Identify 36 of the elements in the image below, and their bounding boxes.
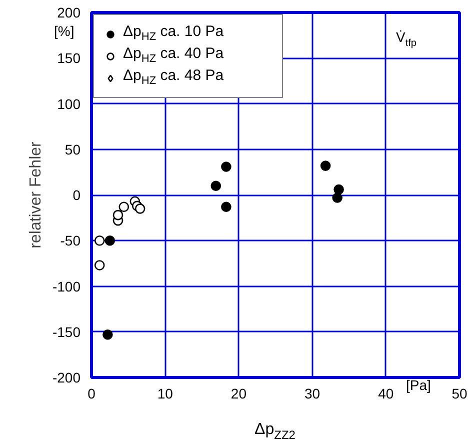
x-tick-label: 50 (452, 386, 468, 402)
y-tick-label: 0 (72, 187, 81, 203)
point (102, 329, 113, 340)
point (210, 180, 222, 192)
y-tick-label: -200 (52, 370, 81, 386)
x-tick-label: 20 (230, 386, 247, 402)
x-tick-label: 30 (304, 386, 320, 402)
annotation: [Pa] (406, 377, 431, 393)
x-tick-label: 0 (88, 386, 96, 402)
point (221, 162, 232, 172)
x-tick-label: 40 (378, 386, 394, 402)
y-tick-label: 150 (57, 50, 81, 66)
y-tick-label: -150 (52, 324, 81, 340)
point (320, 160, 331, 171)
x-tick-label: 10 (157, 386, 174, 402)
point (134, 204, 146, 214)
point (94, 235, 105, 246)
x-axis-title: Δp$_{ZZ2}$ (254, 421, 296, 442)
point (334, 184, 344, 195)
annotation: V̇$_{tfp}$ (396, 29, 416, 49)
point (94, 260, 105, 270)
point (118, 202, 130, 212)
point (221, 202, 232, 212)
y-axis-title: relativer Fehler (27, 140, 44, 248)
point (104, 235, 116, 246)
y-tick-label: -100 (52, 278, 81, 294)
legend-label: Δp$_{HZ}$ ca. 10 Pa (123, 23, 224, 43)
text: [%] (54, 23, 74, 39)
point (112, 210, 124, 220)
point (332, 192, 342, 203)
legend-label: Δp$_{HZ}$ ca. 48 Pa (123, 67, 224, 87)
y-tick-label: 200 (57, 4, 81, 20)
y-tick-label: 100 (57, 96, 81, 112)
y-tick-label: 50 (64, 141, 81, 158)
y-tick-label: -50 (60, 232, 81, 249)
legend-label: Δp$_{HZ}$ ca. 40 Pa (123, 45, 224, 65)
